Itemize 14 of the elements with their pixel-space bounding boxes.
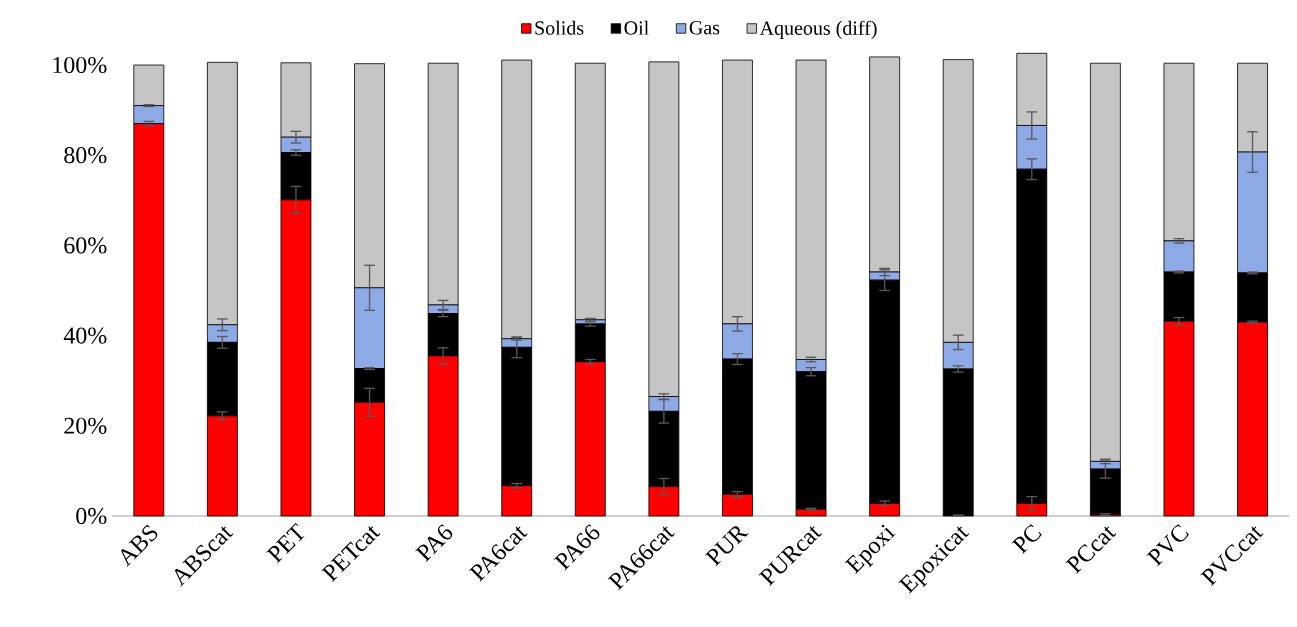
y-tick-label: 0% — [76, 507, 107, 525]
y-tick-label: 100% — [53, 56, 107, 74]
legend-label: Solids — [535, 20, 584, 35]
legend-label: Aqueous (diff) — [759, 20, 877, 39]
x-tick-label: PUR — [704, 526, 749, 567]
x-tick-label: PA6 — [415, 524, 453, 562]
x-tick-label: PC — [1011, 524, 1042, 555]
y-tick-label: 40% — [63, 327, 107, 344]
y-tick-label: 80% — [64, 147, 107, 164]
y-tick-label: 60% — [64, 237, 107, 254]
x-tick-label: PET — [266, 522, 305, 564]
legend-label: Gas — [689, 21, 720, 35]
legend-label: Oil — [624, 20, 649, 35]
y-tick-label: 20% — [64, 417, 107, 434]
